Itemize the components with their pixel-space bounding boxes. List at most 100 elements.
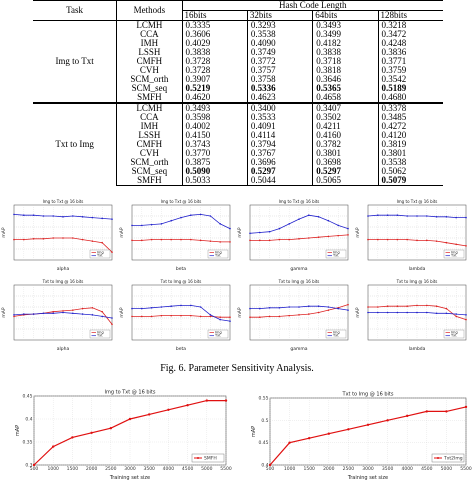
blue-series-point bbox=[42, 312, 45, 315]
method-cell: SCM_orth bbox=[116, 158, 183, 167]
blue-series-point bbox=[190, 214, 192, 217]
blue-series-point bbox=[23, 214, 25, 217]
value-cell: 0.4623 bbox=[246, 93, 313, 104]
method-cell: CCA bbox=[116, 113, 183, 122]
red-series-point bbox=[131, 315, 133, 318]
best-value: 0.5189 bbox=[381, 83, 407, 93]
legend-label: Txt bbox=[450, 254, 457, 258]
blue-series-point bbox=[465, 216, 467, 219]
red-series-point bbox=[367, 238, 369, 241]
value-cell: 0.5365 bbox=[312, 84, 379, 93]
red-series-point bbox=[396, 238, 399, 241]
method-cell: SMFH bbox=[116, 93, 183, 104]
value-cell: 0.3758 bbox=[246, 75, 313, 84]
table-row: CVH 0.3728 0.3757 0.3818 0.3759 bbox=[33, 66, 443, 75]
blue-series-point bbox=[396, 214, 399, 217]
y-tick-label: 0.45 bbox=[22, 394, 32, 400]
value-cell: 0.4272 bbox=[377, 122, 443, 131]
plot-xlabel: lambda bbox=[409, 266, 426, 272]
blue-series-point bbox=[81, 313, 84, 315]
method-cell: IMH bbox=[116, 122, 183, 131]
red-series-point bbox=[278, 238, 281, 241]
plot-legend bbox=[431, 453, 465, 463]
blue-series-point bbox=[229, 320, 231, 322]
value-cell: 0.3538 bbox=[377, 158, 443, 167]
red-series-point bbox=[317, 236, 320, 239]
blue-series-point bbox=[72, 215, 74, 217]
series-point bbox=[268, 463, 272, 467]
blue-series-point bbox=[327, 306, 330, 308]
task-cell: Img to Txt bbox=[33, 20, 118, 103]
blue-series-point bbox=[455, 313, 457, 315]
blue-series-point bbox=[308, 305, 310, 308]
value-cell: 0.3533 bbox=[246, 113, 313, 122]
value-cell: 0.3472 bbox=[377, 30, 443, 39]
red-series-point bbox=[42, 237, 45, 240]
blue-series-point bbox=[160, 223, 163, 225]
best-value: 0.5297 bbox=[316, 166, 341, 176]
blue-series-point bbox=[406, 215, 408, 217]
sensitivity-plot: Txt to Img @ 16 bits alpha mAP Img Txt bbox=[1, 278, 116, 357]
legend-label: Txt bbox=[96, 254, 103, 258]
blue-series-point bbox=[278, 306, 281, 309]
x-tick-label: 3000 bbox=[124, 466, 136, 472]
red-series-point bbox=[327, 309, 330, 311]
series-point bbox=[366, 423, 370, 426]
blue-series-point bbox=[219, 318, 221, 321]
blue-series-point bbox=[170, 305, 172, 308]
red-series-point bbox=[317, 311, 320, 314]
red-series-point bbox=[62, 237, 64, 239]
table-row: SCM_orth 0.3907 0.3758 0.3646 0.3542 bbox=[33, 75, 443, 84]
series-point bbox=[205, 399, 208, 402]
method-cell: LCMH bbox=[116, 20, 183, 30]
table-row: SCM_orth 0.3875 0.3696 0.3698 0.3538 bbox=[33, 158, 443, 167]
header-32bits: 32bits bbox=[246, 10, 313, 21]
x-tick-label: 4000 bbox=[401, 466, 413, 472]
blue-series-point bbox=[32, 313, 35, 315]
series-point bbox=[308, 437, 311, 440]
series-point bbox=[347, 428, 350, 431]
plot-title: Img to Txt @ 16 bits bbox=[43, 199, 84, 204]
table-row: IMH 0.4029 0.4090 0.4182 0.4248 bbox=[33, 39, 443, 48]
blue-series-point bbox=[141, 307, 143, 310]
sensitivity-plot: Txt to Img @ 16 bits beta mAP Img Txt bbox=[119, 278, 234, 357]
best-value: 0.5297 bbox=[250, 166, 276, 176]
value-cell: 0.3485 bbox=[377, 113, 443, 122]
red-series-point bbox=[209, 315, 212, 318]
value-cell: 0.3493 bbox=[312, 20, 379, 30]
blue-series-point bbox=[160, 306, 163, 308]
value-cell: 0.3378 bbox=[377, 102, 443, 113]
series-point bbox=[109, 427, 113, 430]
blue-series-point bbox=[406, 311, 408, 314]
value-cell: 0.5065 bbox=[312, 176, 379, 186]
red-series-point bbox=[308, 237, 310, 239]
blue-series-point bbox=[377, 311, 379, 314]
header-128bits: 128bits bbox=[377, 10, 443, 21]
blue-series-point bbox=[249, 232, 251, 235]
blue-series-point bbox=[180, 304, 182, 307]
blue-series-point bbox=[13, 213, 15, 216]
red-series-point bbox=[396, 305, 399, 308]
method-cell: SCM_seq bbox=[116, 167, 183, 176]
legend-label: Img bbox=[215, 251, 222, 255]
table-row: SMFH 0.5033 0.5044 0.5065 0.5079 bbox=[33, 176, 443, 186]
blue-series-point bbox=[317, 215, 320, 218]
blue-series-point bbox=[180, 216, 182, 219]
table-row: LSSH 0.4150 0.4114 0.4160 0.4120 bbox=[33, 131, 443, 140]
blue-series-point bbox=[219, 223, 221, 225]
x-tick-label: 2000 bbox=[86, 466, 98, 472]
sensitivity-plot: Txt to Img @ 16 bits lambda mAP Img Txt bbox=[355, 278, 470, 357]
blue-series-point bbox=[416, 311, 418, 314]
blue-series-point bbox=[23, 313, 25, 315]
legend-label: Img bbox=[215, 331, 222, 335]
value-cell: 0.3749 bbox=[246, 48, 313, 57]
value-cell: 0.3598 bbox=[185, 112, 211, 122]
table-row: CVH 0.3770 0.3767 0.3801 0.3801 bbox=[33, 149, 443, 158]
value-cell: 0.3801 bbox=[312, 149, 379, 158]
table-row: SCM_seq 0.5090 0.5297 0.5297 0.5062 bbox=[33, 167, 443, 176]
value-cell: 0.3838 bbox=[185, 47, 211, 57]
red-series-point bbox=[13, 238, 15, 241]
legend-marker bbox=[437, 457, 439, 459]
